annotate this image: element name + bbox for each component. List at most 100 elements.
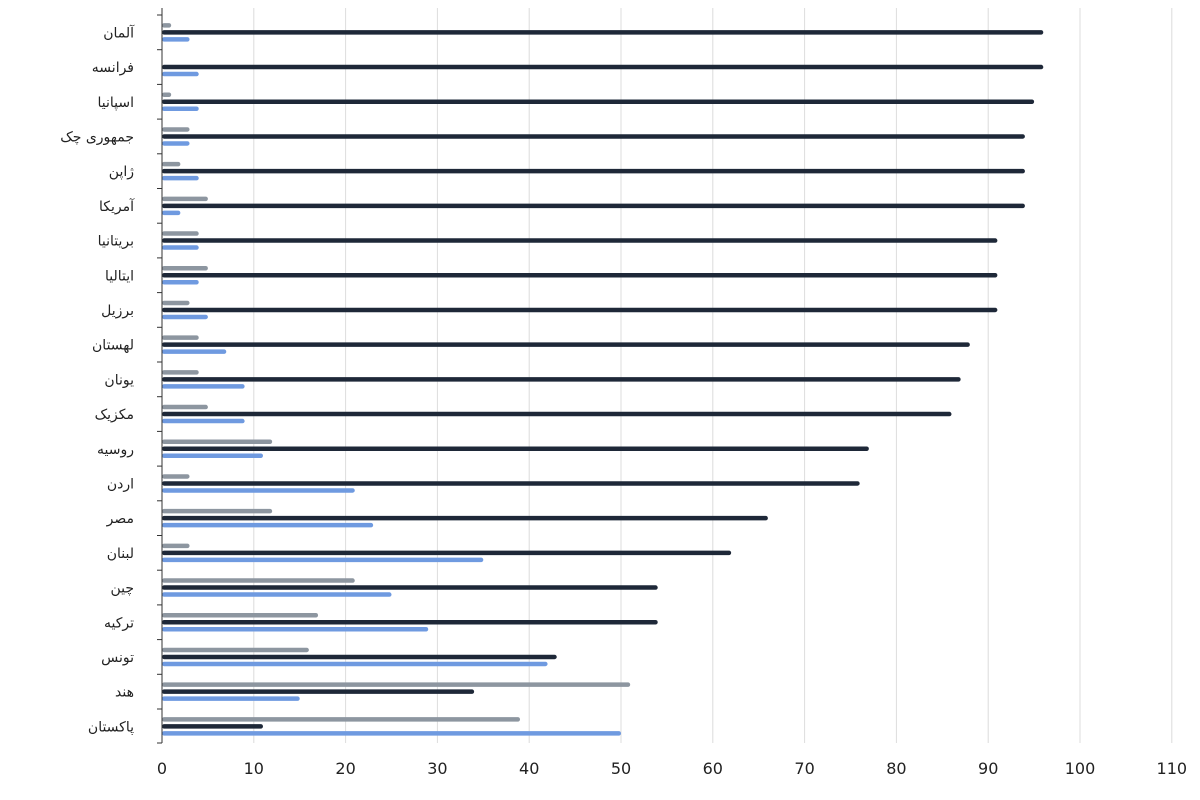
bar <box>162 384 245 389</box>
bar <box>162 522 374 528</box>
x-tick-label: 30 <box>427 759 447 778</box>
category-label: بریتانیا <box>98 234 134 250</box>
bar <box>162 127 190 132</box>
x-tick-label: 70 <box>794 759 814 778</box>
bar <box>162 30 1044 35</box>
bar <box>162 731 621 736</box>
bar <box>162 654 557 660</box>
category-label: برزیل <box>101 303 134 319</box>
bar <box>162 689 475 694</box>
bar <box>162 418 245 424</box>
bar <box>162 717 521 722</box>
x-tick-label: 10 <box>244 759 264 778</box>
category-label: اسپانیا <box>98 95 135 111</box>
category-label: هند <box>115 685 134 701</box>
bar <box>162 92 172 97</box>
category-label: لهستان <box>92 338 134 354</box>
bar <box>162 161 181 167</box>
bar <box>162 578 355 583</box>
bar <box>162 543 190 549</box>
axes <box>157 8 163 744</box>
bar <box>162 71 199 77</box>
bar <box>162 106 199 111</box>
category-label: آلمان <box>103 24 135 41</box>
bar <box>162 515 768 521</box>
bar <box>162 245 199 250</box>
bar <box>162 696 300 701</box>
category-label: لبنان <box>107 546 134 562</box>
bar <box>162 168 1025 174</box>
bar <box>162 64 1044 70</box>
bar <box>162 661 548 667</box>
bar <box>162 210 181 216</box>
bar <box>162 175 199 181</box>
x-tick-label: 40 <box>519 759 539 778</box>
bar <box>162 453 263 458</box>
category-label: ترکیه <box>104 615 134 631</box>
category-labels: آلمان فرانسه اسپانیا جمهوری چک ژاپن آمریکا بری… <box>60 24 135 735</box>
x-tick-label: 110 <box>1157 759 1188 778</box>
bar <box>162 37 190 42</box>
bar <box>162 474 190 479</box>
category-label: روسیه <box>97 442 134 458</box>
bar <box>162 446 869 451</box>
bar <box>162 342 970 347</box>
tick-labels: 0 10 20 30 40 50 60 70 80 90 100 110 <box>157 759 1187 778</box>
bar <box>162 682 631 687</box>
x-tick-label: 0 <box>157 759 167 778</box>
bar <box>162 724 263 729</box>
bar <box>162 307 998 313</box>
gridlines <box>253 8 1173 743</box>
bar <box>162 238 998 243</box>
category-label: ایتالیا <box>105 268 134 284</box>
bar <box>162 370 199 375</box>
category-label: فرانسه <box>92 60 134 76</box>
bar <box>162 203 1025 209</box>
category-label: آمریکا <box>99 198 135 215</box>
bar <box>162 439 273 444</box>
category-label: اردن <box>107 476 134 492</box>
x-tick-label: 60 <box>703 759 723 778</box>
bars <box>162 23 1044 736</box>
x-tick-label: 90 <box>978 759 998 778</box>
category-label: مکزیک <box>95 407 134 423</box>
x-tick-label: 100 <box>1065 759 1096 778</box>
bar <box>162 620 658 625</box>
bar <box>162 481 860 486</box>
bar <box>162 273 998 278</box>
bar <box>162 377 961 382</box>
bar <box>162 300 190 306</box>
bar <box>162 231 199 236</box>
category-label: چین <box>110 581 134 597</box>
bar <box>162 196 208 202</box>
bar <box>162 557 484 563</box>
category-label: پاکستان <box>88 719 134 735</box>
bar <box>162 488 355 493</box>
x-tick-label: 50 <box>611 759 631 778</box>
category-label: جمهوری چک <box>60 129 134 145</box>
x-tick-label: 80 <box>886 759 906 778</box>
category-label: ژاپن <box>109 164 134 180</box>
bar <box>162 23 172 28</box>
bar <box>162 508 273 514</box>
bar <box>162 314 208 320</box>
bar <box>162 627 429 632</box>
bar <box>162 411 952 417</box>
category-label: یونان <box>104 372 134 388</box>
category-label: تونس <box>101 650 134 666</box>
bar <box>162 592 392 597</box>
bar <box>162 585 658 590</box>
bar <box>162 141 190 146</box>
bar <box>162 404 208 410</box>
category-label: مصر <box>106 511 134 527</box>
bar <box>162 613 319 618</box>
bar <box>162 99 1035 104</box>
bar <box>162 280 199 285</box>
bar <box>162 335 199 340</box>
bar <box>162 647 309 653</box>
bar <box>162 550 732 556</box>
bar <box>162 266 208 271</box>
x-tick-label: 20 <box>335 759 355 778</box>
